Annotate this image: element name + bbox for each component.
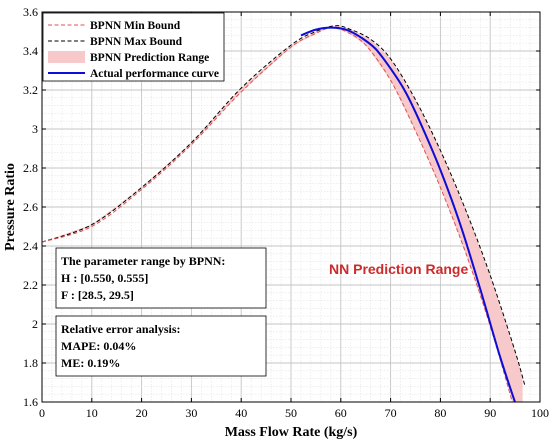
info-box: Relative error analysis: MAPE: 0.04% ME: 0… [55,315,267,377]
x-tick-label: 70 [385,406,397,420]
x-tick-label: 80 [434,406,446,420]
info-box-line: ME: 0.19% [61,356,120,370]
x-tick-label: 20 [136,406,148,420]
legend-entry: BPNN Min Bound [48,20,181,32]
legend-label: BPNN Prediction Range [90,52,209,64]
y-tick-label: 2.4 [23,239,38,253]
annotation-nn-prediction-range: NN Prediction Range [329,261,468,277]
axis-ticks: 0 10 20 30 40 50 60 70 80 90 100 1.6 1.8 2 2.2 2.4 2.6 2.… [23,5,549,420]
y-tick-label: 2 [32,317,38,331]
info-box-line: Relative error analysis: [61,322,181,336]
info-boxes: The parameter range by BPNN: H : [0.550, … [55,247,267,377]
x-tick-label: 40 [235,406,247,420]
legend-label: Actual performance curve [90,68,219,80]
legend-entry: BPNN Prediction Range [48,51,209,64]
y-tick-label: 3.2 [23,83,38,97]
series-lines-layer [42,25,526,402]
legend-entry: Actual performance curve [48,68,219,80]
info-box-line: MAPE: 0.04% [61,339,136,353]
x-axis-title: Mass Flow Rate (kg/s) [225,425,358,440]
y-axis-title: Pressure Ratio [3,163,18,251]
x-tick-label: 0 [39,406,45,420]
x-tick-label: 50 [285,406,297,420]
y-tick-label: 2.8 [23,161,38,175]
legend-box [42,12,225,82]
x-tick-label: 100 [531,406,549,420]
info-box-frame [55,315,267,377]
info-box-line: F : [28.5, 29.5] [61,288,134,302]
series-max-bound-line [42,25,526,387]
info-box: The parameter range by BPNN: H : [0.550, … [55,247,267,309]
legend-label: BPNN Max Bound [90,36,183,48]
y-tick-label: 3.4 [23,44,38,58]
y-tick-label: 1.8 [23,356,38,370]
legend-swatch-band [48,51,85,63]
info-box-line: H : [0.550, 0.555] [61,271,148,285]
y-tick-label: 2.2 [23,278,38,292]
info-box-frame [55,247,267,309]
info-box-line: The parameter range by BPNN: [61,254,225,268]
x-tick-label: 90 [484,406,496,420]
legend-entry: BPNN Max Bound [48,36,183,48]
y-tick-label: 3.6 [23,5,38,19]
x-tick-label: 60 [335,406,347,420]
x-tick-label: 10 [86,406,98,420]
y-tick-label: 2.6 [23,200,38,214]
legend-label: BPNN Min Bound [90,20,181,32]
y-tick-label: 3 [32,122,38,136]
x-tick-label: 30 [185,406,197,420]
series-actual-curve-line [300,26,517,402]
y-tick-label: 1.6 [23,395,38,409]
legend: BPNN Min Bound BPNN Max Bound BPNN Predict… [42,12,225,82]
